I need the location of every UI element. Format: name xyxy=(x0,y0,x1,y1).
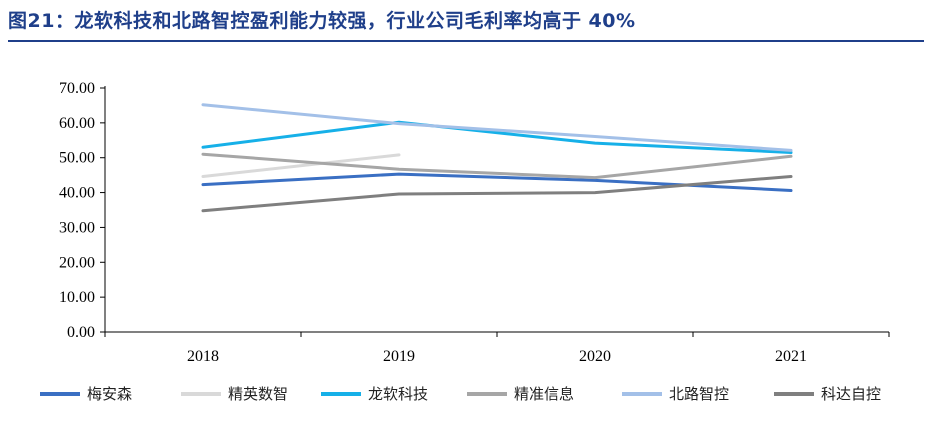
series-line xyxy=(201,103,793,152)
chart-title: 图21：龙软科技和北路智控盈利能力较强，行业公司毛利率均高于 40% xyxy=(8,10,636,32)
legend-label: 科达自控 xyxy=(821,385,881,403)
legend: 梅安森 精英数智 龙软科技 精准信息 北路智控 科达自控 xyxy=(40,385,881,403)
legend-label: 精英数智 xyxy=(228,385,288,403)
y-tick-label: 10.00 xyxy=(59,289,95,306)
series-line xyxy=(201,175,793,213)
y-tick-label: 20.00 xyxy=(59,254,95,271)
legend-label: 梅安森 xyxy=(87,385,132,403)
y-tick-label: 60.00 xyxy=(59,115,95,132)
x-tick-label: 2020 xyxy=(579,348,611,365)
y-tick-label: 0.00 xyxy=(67,324,95,341)
legend-label: 龙软科技 xyxy=(368,385,428,403)
y-tick-label: 70.00 xyxy=(59,80,95,97)
y-tick-label: 30.00 xyxy=(59,219,95,236)
y-tick-label: 40.00 xyxy=(59,185,95,202)
x-tick-label: 2018 xyxy=(187,348,219,365)
axes: 0.00 10.00 20.00 30.00 40.00 50.00 60.00 70.00 2… xyxy=(59,80,890,365)
series-line xyxy=(201,153,401,178)
legend-label: 精准信息 xyxy=(514,385,574,403)
series-line xyxy=(201,152,793,180)
legend-label: 北路智控 xyxy=(669,385,729,403)
series-lines xyxy=(201,103,793,213)
y-tick-label: 50.00 xyxy=(59,150,95,167)
title-divider xyxy=(8,40,924,42)
x-tick-label: 2019 xyxy=(383,348,415,365)
x-tick-label: 2021 xyxy=(775,348,807,365)
series-line xyxy=(201,120,793,154)
